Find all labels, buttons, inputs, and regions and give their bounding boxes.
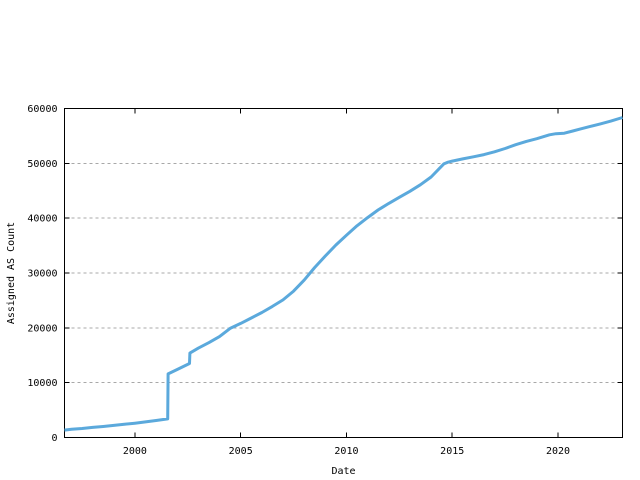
data-line (64, 116, 623, 432)
y-tick-label: 20000 (27, 323, 57, 334)
chart-generated-layer: 2000 2005 2010 2015 2020 0 10000 20000 30000 4000… (27, 104, 623, 457)
y-tick-label: 30000 (27, 269, 57, 280)
y-tick-label: 0 (51, 433, 57, 444)
x-axis-title: Date (331, 466, 355, 477)
y-axis-title: Assigned AS Count (6, 222, 17, 324)
y-tick-label: 10000 (27, 378, 57, 389)
y-tick-label: 60000 (27, 104, 57, 115)
x-tick-label: 2015 (440, 446, 464, 457)
x-tick-label: 2020 (546, 446, 570, 457)
x-tick-label: 2000 (123, 446, 147, 457)
y-tick-label: 50000 (27, 159, 57, 170)
x-tick-label: 2005 (229, 446, 253, 457)
x-tick-label: 2010 (334, 446, 358, 457)
y-tick-label: 40000 (27, 214, 57, 225)
